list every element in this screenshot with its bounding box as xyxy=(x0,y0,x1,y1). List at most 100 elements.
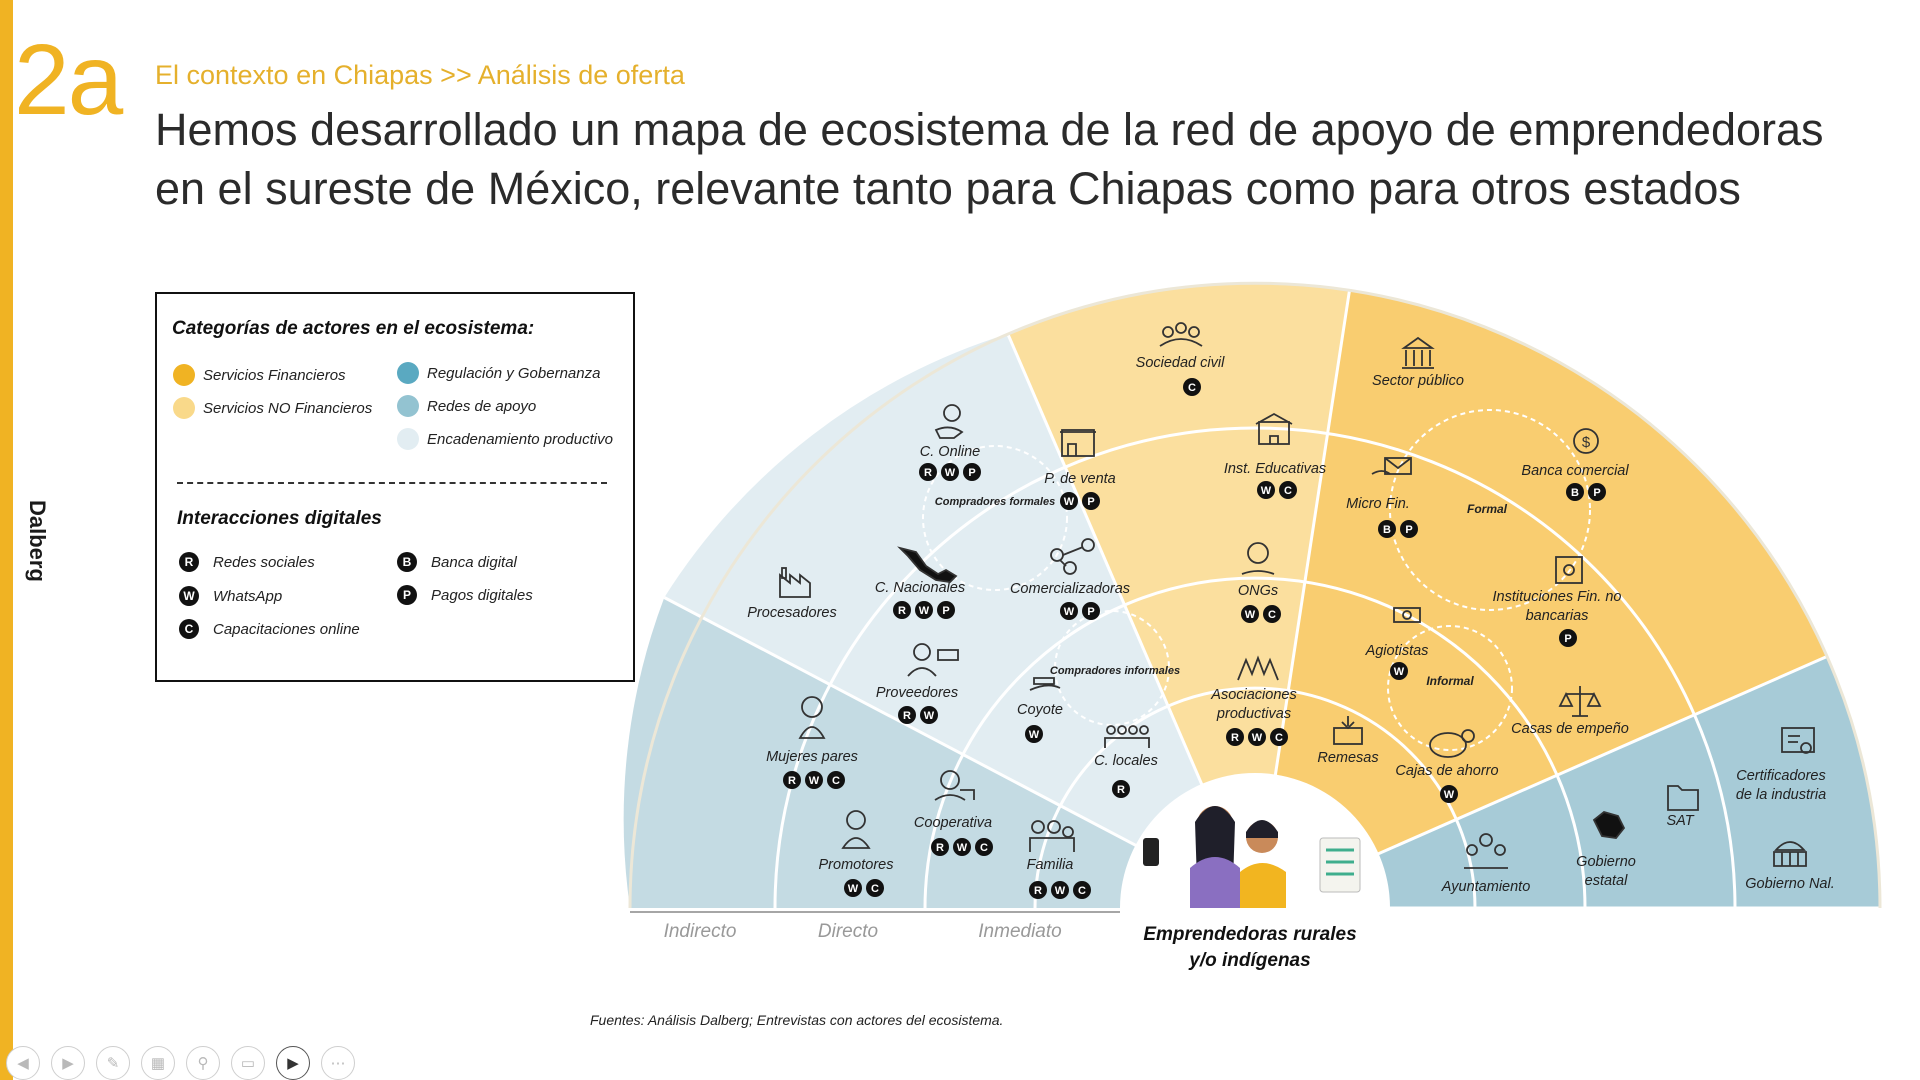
sector-servicios-financieros xyxy=(1255,290,1828,908)
badge-text: C xyxy=(1188,382,1196,394)
badge-text: C xyxy=(1268,609,1276,621)
group-circle-compradores-informales xyxy=(1054,610,1170,726)
more-icon[interactable]: ⋯ xyxy=(321,1046,355,1080)
badge-text: W xyxy=(1055,885,1066,897)
badge-text: B xyxy=(1571,487,1579,499)
badge-icon xyxy=(1390,662,1408,680)
sector-encadenamiento xyxy=(664,333,1255,908)
badge-text: P xyxy=(1593,487,1600,499)
actor-label-banca-comercial: Banca comercial xyxy=(1521,463,1629,479)
actor-label-promotores: Promotores xyxy=(819,857,894,873)
badge-text: W xyxy=(1064,606,1075,618)
actor-label-agiotistas: Agiotistas xyxy=(1365,643,1429,659)
badge-icon: W xyxy=(179,586,199,606)
subtitles-icon[interactable]: ▭ xyxy=(231,1046,265,1080)
accent-stripe xyxy=(0,0,13,1080)
badges-mujeres-pares: R W C xyxy=(783,771,845,789)
badge-text: R xyxy=(1034,885,1042,897)
legend-swatch xyxy=(397,395,419,417)
badge-icon xyxy=(1060,602,1078,620)
abacus-icon xyxy=(1319,837,1361,893)
actor-label-asociaciones-1: Asociaciones xyxy=(1210,687,1296,703)
badge-text: W xyxy=(1064,496,1075,508)
legend-swatch xyxy=(173,364,195,386)
presentation-toolbar: ◀ ▶ ✎ ▦ ⚲ ▭ ▶ ⋯ xyxy=(6,1046,355,1080)
badge-icon xyxy=(805,771,823,789)
actor-label-p-de-venta: P. de venta xyxy=(1044,471,1116,487)
actor-label-proveedores: Proveedores xyxy=(876,685,958,701)
camera-icon[interactable]: ▶ xyxy=(276,1046,310,1080)
legend-label: Redes de apoyo xyxy=(427,397,537,415)
badge-icon: B xyxy=(397,552,417,572)
badge-icon xyxy=(1559,629,1577,647)
badges-familia: R W C xyxy=(1029,881,1091,899)
slides-grid-icon[interactable]: ▦ xyxy=(141,1046,175,1080)
legend-categories-title: Categorías de actores en el ecosistema: xyxy=(172,318,535,339)
badge-text: P xyxy=(1087,496,1094,508)
legend-label: Regulación y Gobernanza xyxy=(427,364,601,382)
badge-text: R xyxy=(788,775,796,787)
actor-label-c-online: C. Online xyxy=(920,444,980,460)
diagram-icons: $ xyxy=(779,322,1815,869)
group-circle-formal xyxy=(1389,409,1591,611)
badge-icon xyxy=(1566,483,1584,501)
legend-item-servicios-no-financieros: Servicios NO Financieros xyxy=(173,397,372,419)
next-slide-icon[interactable]: ▶ xyxy=(51,1046,85,1080)
badges-c-locales: R xyxy=(1112,780,1130,798)
actor-label-ayuntamiento: Ayuntamiento xyxy=(1441,879,1531,895)
badge-text: C xyxy=(1284,485,1292,497)
badge-icon xyxy=(844,879,862,897)
actor-label-c-locales: C. locales xyxy=(1094,753,1158,769)
badge-text: P xyxy=(1087,606,1094,618)
badge-text: C xyxy=(1078,885,1086,897)
badge-icon xyxy=(1082,602,1100,620)
badge-text: P xyxy=(1405,524,1412,536)
badges-ongs: W C xyxy=(1241,605,1281,623)
bank-money-icon: $ xyxy=(1573,428,1599,454)
actor-label-ongs: ONGs xyxy=(1238,583,1278,599)
badge-icon xyxy=(963,463,981,481)
mexico-map-icon xyxy=(897,546,958,583)
school-icon xyxy=(1255,412,1293,445)
badge-text: W xyxy=(1252,732,1263,744)
badges-sociedad-civil: C xyxy=(1183,378,1201,396)
local-buyers-icon xyxy=(1104,725,1150,748)
legend-label: WhatsApp xyxy=(213,587,283,605)
people-network-icon xyxy=(1050,538,1095,575)
badge-icon xyxy=(1226,728,1244,746)
badges-cajas-de-ahorro: W xyxy=(1440,785,1458,803)
badge-text: C xyxy=(980,842,988,854)
badges-coyote: W xyxy=(1025,725,1043,743)
ring-line xyxy=(923,576,1587,909)
badge-icon xyxy=(931,838,949,856)
prev-slide-icon[interactable]: ◀ xyxy=(6,1046,40,1080)
center-label-line2: y/o indígenas xyxy=(1188,950,1310,971)
hands-icon xyxy=(1237,655,1279,681)
badge-icon xyxy=(1378,520,1396,538)
actor-label-gobierno-estatal-2: estatal xyxy=(1585,873,1628,889)
legend-label: Banca digital xyxy=(431,553,517,571)
actor-label-sector-publico: Sector público xyxy=(1372,373,1464,389)
legend-digital-title: Interacciones digitales xyxy=(177,508,382,529)
legend-divider xyxy=(177,482,607,484)
actor-label-mujeres-pares: Mujeres pares xyxy=(766,749,858,765)
breadcrumb: El contexto en Chiapas >> Análisis de of… xyxy=(155,60,685,90)
badges-comercializadoras: W P xyxy=(1060,602,1100,620)
zoom-icon[interactable]: ⚲ xyxy=(186,1046,220,1080)
badge-icon xyxy=(1248,728,1266,746)
group-circle-compradores-formales xyxy=(922,445,1068,591)
family-icon xyxy=(1029,820,1075,852)
ring-label-indirecto: Indirecto xyxy=(664,921,737,942)
badge-text: W xyxy=(848,883,859,895)
cooperative-icon xyxy=(934,770,975,801)
storefront-icon xyxy=(1060,429,1096,457)
legend-label: Capacitaciones online xyxy=(213,620,360,638)
actor-label-cooperativa: Cooperativa xyxy=(914,815,992,831)
badges-c-online: R W P xyxy=(919,463,981,481)
group-label-compradores-informales: Compradores informales xyxy=(1050,665,1180,677)
factory-icon xyxy=(779,567,811,598)
cash-icon xyxy=(1393,607,1421,623)
badge-icon xyxy=(783,771,801,789)
legend-digital-item: P Pagos digitales xyxy=(397,585,533,605)
pen-icon[interactable]: ✎ xyxy=(96,1046,130,1080)
